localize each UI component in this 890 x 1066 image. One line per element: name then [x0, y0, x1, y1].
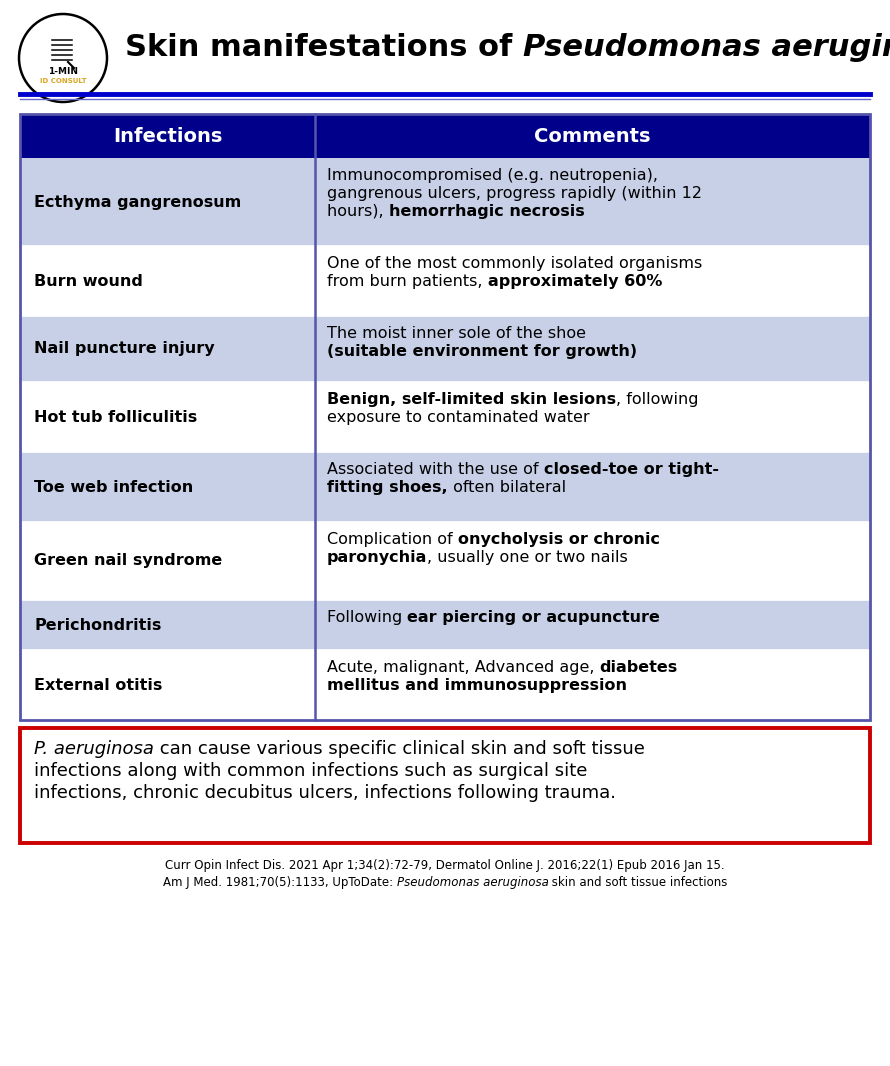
Text: Nail puncture injury: Nail puncture injury	[34, 341, 214, 356]
Text: Acute, malignant, Advanced age,: Acute, malignant, Advanced age,	[327, 660, 600, 675]
Text: , following: , following	[616, 392, 699, 407]
Text: (suitable environment for growth): (suitable environment for growth)	[327, 344, 637, 359]
Bar	[20, 650, 870, 720]
Text: skin and soft tissue infections: skin and soft tissue infections	[548, 876, 728, 889]
Text: onycholysis or chronic: onycholysis or chronic	[457, 532, 659, 547]
Text: gangrenous ulcers, progress rapidly (within 12: gangrenous ulcers, progress rapidly (wit…	[327, 185, 702, 200]
Text: paronychia: paronychia	[327, 550, 427, 565]
Bar	[20, 246, 870, 316]
Text: ear piercing or acupuncture: ear piercing or acupuncture	[408, 610, 660, 625]
Text: from burn patients,: from burn patients,	[327, 274, 488, 289]
Text: Curr Opin Infect Dis. 2021 Apr 1;34(2):72-79, Dermatol Online J. 2016;22(1) Epub: Curr Opin Infect Dis. 2021 Apr 1;34(2):7…	[166, 859, 724, 872]
Bar	[20, 114, 870, 158]
Text: Associated with the use of: Associated with the use of	[327, 462, 544, 477]
Text: closed-toe or tight-: closed-toe or tight-	[544, 462, 718, 477]
Text: fitting shoes,: fitting shoes,	[327, 480, 448, 495]
Bar	[20, 316, 870, 382]
Text: , usually one or two nails: , usually one or two nails	[427, 550, 628, 565]
Text: Benign, self-limited skin lesions: Benign, self-limited skin lesions	[327, 392, 616, 407]
Text: hours),: hours),	[327, 204, 389, 219]
Text: Pseudomonas aeruginosa: Pseudomonas aeruginosa	[523, 33, 890, 63]
Text: Ecthyma gangrenosum: Ecthyma gangrenosum	[34, 194, 241, 210]
Text: The moist inner sole of the shoe: The moist inner sole of the shoe	[327, 326, 586, 341]
Text: Infections: Infections	[113, 127, 222, 145]
Text: Hot tub folliculitis: Hot tub folliculitis	[34, 409, 198, 424]
Bar	[20, 600, 870, 650]
Text: approximately 60%: approximately 60%	[488, 274, 662, 289]
Bar	[20, 158, 870, 246]
Text: Immunocompromised (e.g. neutropenia),: Immunocompromised (e.g. neutropenia),	[327, 168, 658, 183]
Text: often bilateral: often bilateral	[448, 480, 566, 495]
Text: Burn wound: Burn wound	[34, 274, 143, 289]
Text: infections, chronic decubitus ulcers, infections following trauma.: infections, chronic decubitus ulcers, in…	[34, 784, 616, 802]
Bar	[20, 114, 870, 720]
Text: can cause various specific clinical skin and soft tissue: can cause various specific clinical skin…	[154, 740, 644, 758]
Text: mellitus and immunosuppression: mellitus and immunosuppression	[327, 678, 627, 693]
Text: Perichondritis: Perichondritis	[34, 617, 161, 632]
Text: Toe web infection: Toe web infection	[34, 480, 193, 495]
Text: Green nail syndrome: Green nail syndrome	[34, 553, 222, 568]
Text: hemorrhagic necrosis: hemorrhagic necrosis	[389, 204, 585, 219]
Text: diabetes: diabetes	[600, 660, 678, 675]
Text: Complication of: Complication of	[327, 532, 457, 547]
Text: infections along with common infections such as surgical site: infections along with common infections …	[34, 762, 587, 780]
Text: Comments: Comments	[534, 127, 651, 145]
Bar	[20, 382, 870, 452]
Text: External otitis: External otitis	[34, 678, 162, 693]
Text: 1-MIN: 1-MIN	[48, 67, 78, 77]
Text: One of the most commonly isolated organisms: One of the most commonly isolated organi…	[327, 256, 702, 271]
Text: P. aeruginosa: P. aeruginosa	[34, 740, 154, 758]
Text: Pseudomonas aeruginosa: Pseudomonas aeruginosa	[397, 876, 548, 889]
Bar	[20, 728, 870, 843]
Text: exposure to contaminated water: exposure to contaminated water	[327, 409, 590, 425]
Bar	[20, 452, 870, 522]
Text: ID CONSULT: ID CONSULT	[40, 78, 86, 84]
Text: Following: Following	[327, 610, 408, 625]
Text: Skin manifestations of: Skin manifestations of	[125, 33, 523, 63]
Bar	[20, 522, 870, 600]
Text: Am J Med. 1981;70(5):1133, UpToDate:: Am J Med. 1981;70(5):1133, UpToDate:	[163, 876, 397, 889]
